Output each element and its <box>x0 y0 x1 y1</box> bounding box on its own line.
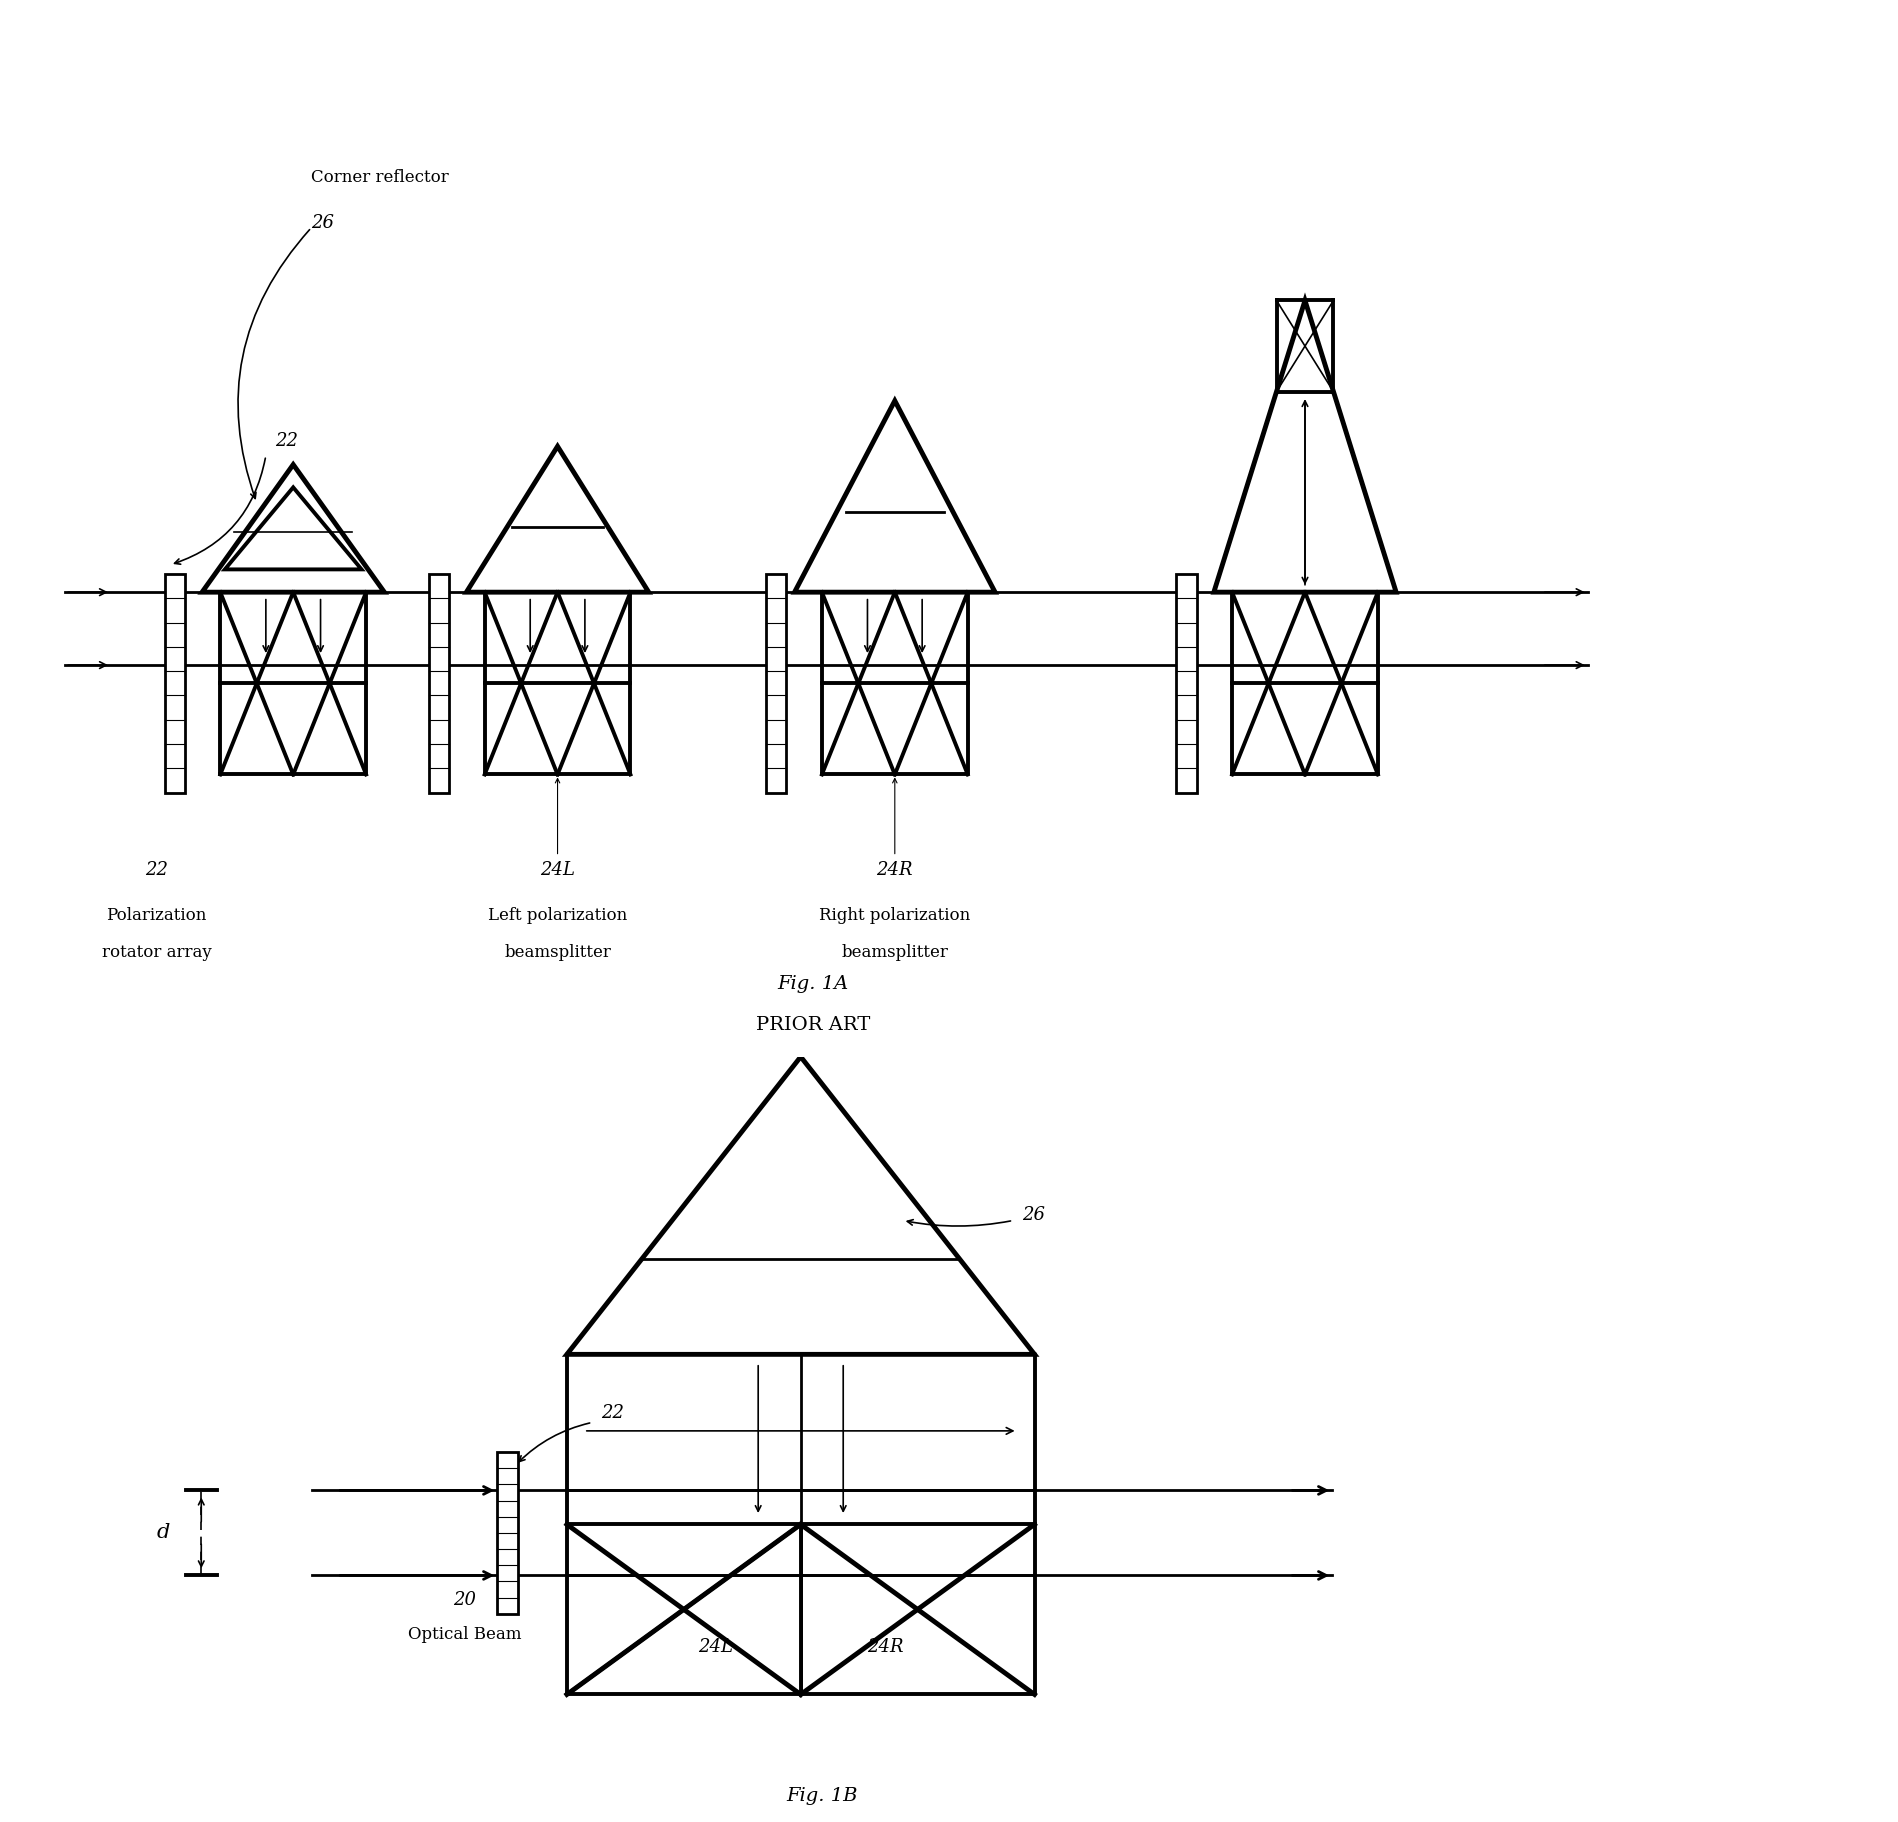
Text: beamsplitter: beamsplitter <box>841 944 947 960</box>
Text: Fig. 1A: Fig. 1A <box>776 975 848 993</box>
Text: 24L: 24L <box>539 860 575 878</box>
Text: 24R: 24R <box>867 1638 903 1656</box>
Text: PRIOR ART: PRIOR ART <box>755 1015 869 1033</box>
Text: Polarization: Polarization <box>106 907 207 924</box>
Bar <box>1177 574 1196 793</box>
Text: 22: 22 <box>144 860 167 878</box>
Text: d: d <box>156 1523 169 1543</box>
Bar <box>767 574 786 793</box>
Text: beamsplitter: beamsplitter <box>503 944 611 960</box>
Bar <box>165 574 184 793</box>
Text: Right polarization: Right polarization <box>818 907 970 924</box>
Text: 22: 22 <box>600 1405 624 1423</box>
Text: 24L: 24L <box>698 1638 733 1656</box>
Text: Left polarization: Left polarization <box>488 907 626 924</box>
Text: rotator array: rotator array <box>102 944 211 960</box>
Text: Corner reflector: Corner reflector <box>311 169 450 186</box>
Text: 26: 26 <box>1021 1206 1044 1224</box>
Text: 20: 20 <box>454 1591 476 1609</box>
Bar <box>429 574 448 793</box>
Bar <box>497 1452 518 1614</box>
Text: Fig. 1B: Fig. 1B <box>786 1787 858 1806</box>
Text: Optical Beam: Optical Beam <box>408 1627 522 1643</box>
Text: 24R: 24R <box>877 860 913 878</box>
Text: 26: 26 <box>311 213 334 231</box>
Text: 22: 22 <box>275 432 298 450</box>
